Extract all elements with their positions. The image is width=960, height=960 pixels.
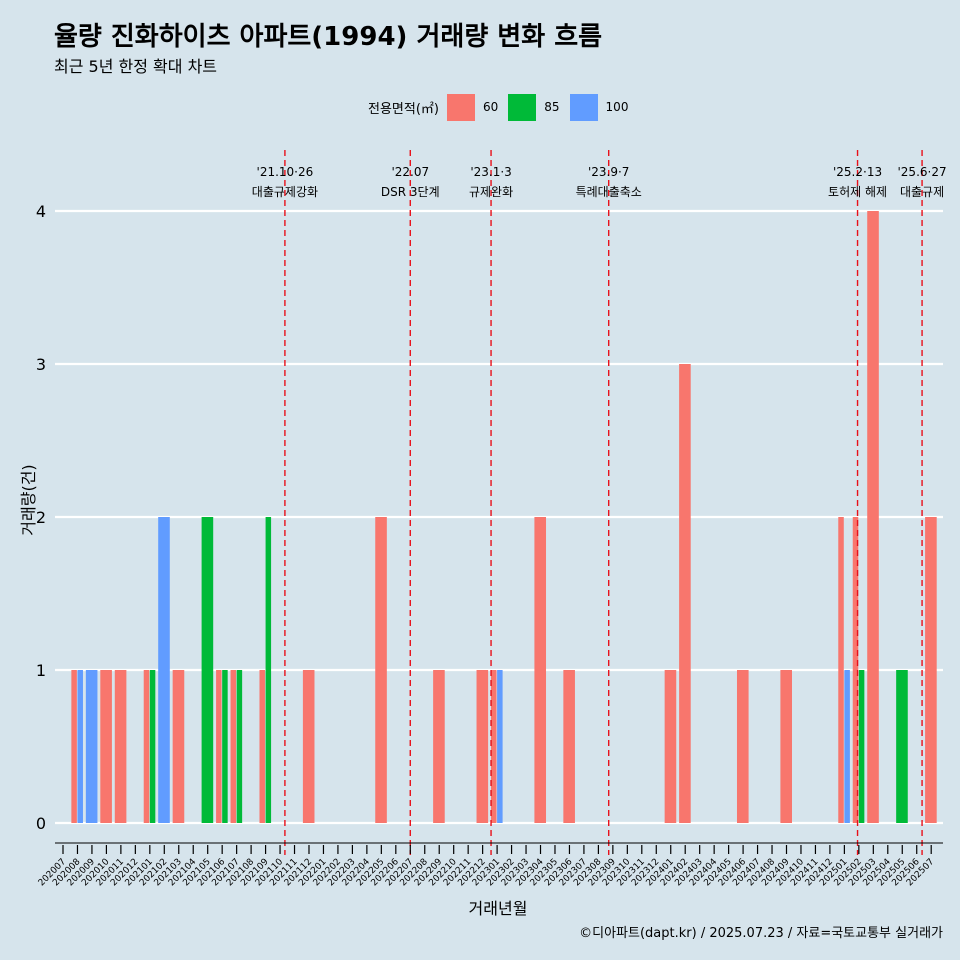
bar-202301-60 [491,670,497,823]
event-date-label-6: '25.6·27 [898,165,947,179]
legend-swatch-100 [569,93,598,121]
bar-202103-60 [172,670,185,823]
legend-label-100: 100 [605,100,629,114]
y-tick-label-4: 4 [36,202,46,221]
bar-202301-100 [497,670,503,823]
event-label-3: 규제완화 [469,185,513,199]
legend-title: 전용면적(㎡) [368,101,439,117]
chart-subtitle: 최근 5년 한정 확대 차트 [54,57,218,76]
bar-202106-85 [222,670,228,823]
bar-202101-85 [149,670,156,823]
bar-202105-85 [201,517,214,823]
event-label-6: 대출규제 [900,185,944,199]
axes: 0123420200720200820200920201020201120201… [36,202,943,888]
bar-202008-100 [77,670,83,823]
bar-202409-60 [780,670,792,823]
bar-202106-60 [216,670,222,823]
bar-202107-85 [236,670,243,823]
bar-202406-60 [736,670,749,823]
bar-202503-60 [867,211,879,823]
bar-202401-60 [664,670,677,823]
event-label-4: 특례대출축소 [576,185,642,199]
y-tick-label-1: 1 [36,661,46,680]
bar-202205-60 [375,517,387,823]
chart-title: 율량 진화하이츠 아파트(1994) 거래량 변화 흐름 [54,22,603,52]
legend-item-60: 60 [446,93,499,121]
bar-202209-60 [433,670,445,823]
bar-202009-100 [85,670,98,823]
bar-202008-60 [71,670,77,823]
y-tick-label-0: 0 [36,814,46,833]
legend-item-100: 100 [569,93,629,121]
y-tick-label-3: 3 [36,355,46,374]
event-date-label-4: '23.9·7 [588,165,629,179]
legend: 전용면적(㎡) 60 85 100 [368,93,638,121]
legend-label-85: 85 [544,100,560,114]
event-date-label-1: '21.10·26 [257,165,314,179]
bar-202402-60 [679,364,691,823]
bar-202011-60 [114,670,127,823]
bar-202010-60 [100,670,112,823]
event-label-2: DSR 3단계 [381,185,440,199]
event-annotations: '21.10·26 대출규제강화 '22.07 DSR 3단계 '23.1·3 규제완화 '… [252,165,947,199]
bar-202101-60 [143,670,150,823]
bar-202502-60 [852,517,859,823]
x-axis-title: 거래년월 [469,899,528,918]
bar-202304-60 [534,517,547,823]
bar-202507-60 [925,517,937,823]
bar-202109-60 [259,670,265,823]
bar-202107-60 [230,670,237,823]
bar-202102-100 [158,517,170,823]
legend-item-85: 85 [508,93,560,121]
y-tick-label-2: 2 [36,508,46,527]
bar-202501-60 [838,517,844,823]
y-axis-title: 거래량(건) [19,464,38,535]
event-label-1: 대출규제강화 [252,185,318,199]
legend-label-60: 60 [482,100,499,114]
source-caption: ©디아파트(dapt.kr) / 2025.07.23 / 자료=국토교통부 실… [579,926,943,941]
legend-swatch-60 [446,93,475,121]
bar-202501-100 [844,670,850,823]
bar-202502-85 [858,670,865,823]
bar-202109-85 [265,517,272,823]
event-label-5: 토허제 해제 [828,185,887,199]
bar-202112-60 [302,670,315,823]
event-lines [284,150,923,855]
bar-202306-60 [563,670,575,823]
event-date-label-3: '23.1·3 [470,165,511,179]
event-date-label-5: '25.2·13 [833,165,882,179]
bars [71,211,937,823]
bar-202212-60 [476,670,489,823]
bar-202505-85 [896,670,908,823]
event-date-label-2: '22.07 [391,165,429,179]
legend-swatch-85 [508,93,537,121]
